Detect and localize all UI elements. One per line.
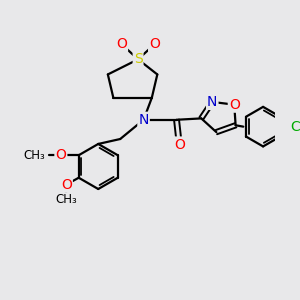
- Text: O: O: [229, 98, 240, 112]
- Text: CH₃: CH₃: [23, 149, 45, 162]
- Text: O: O: [61, 178, 72, 192]
- Text: N: N: [207, 95, 217, 109]
- Text: CH₃: CH₃: [56, 193, 77, 206]
- Text: O: O: [174, 137, 185, 152]
- Text: N: N: [138, 113, 149, 127]
- Text: Cl: Cl: [290, 120, 300, 134]
- Text: O: O: [149, 37, 160, 51]
- Text: S: S: [134, 52, 142, 66]
- Text: O: O: [56, 148, 66, 162]
- Text: O: O: [116, 37, 127, 51]
